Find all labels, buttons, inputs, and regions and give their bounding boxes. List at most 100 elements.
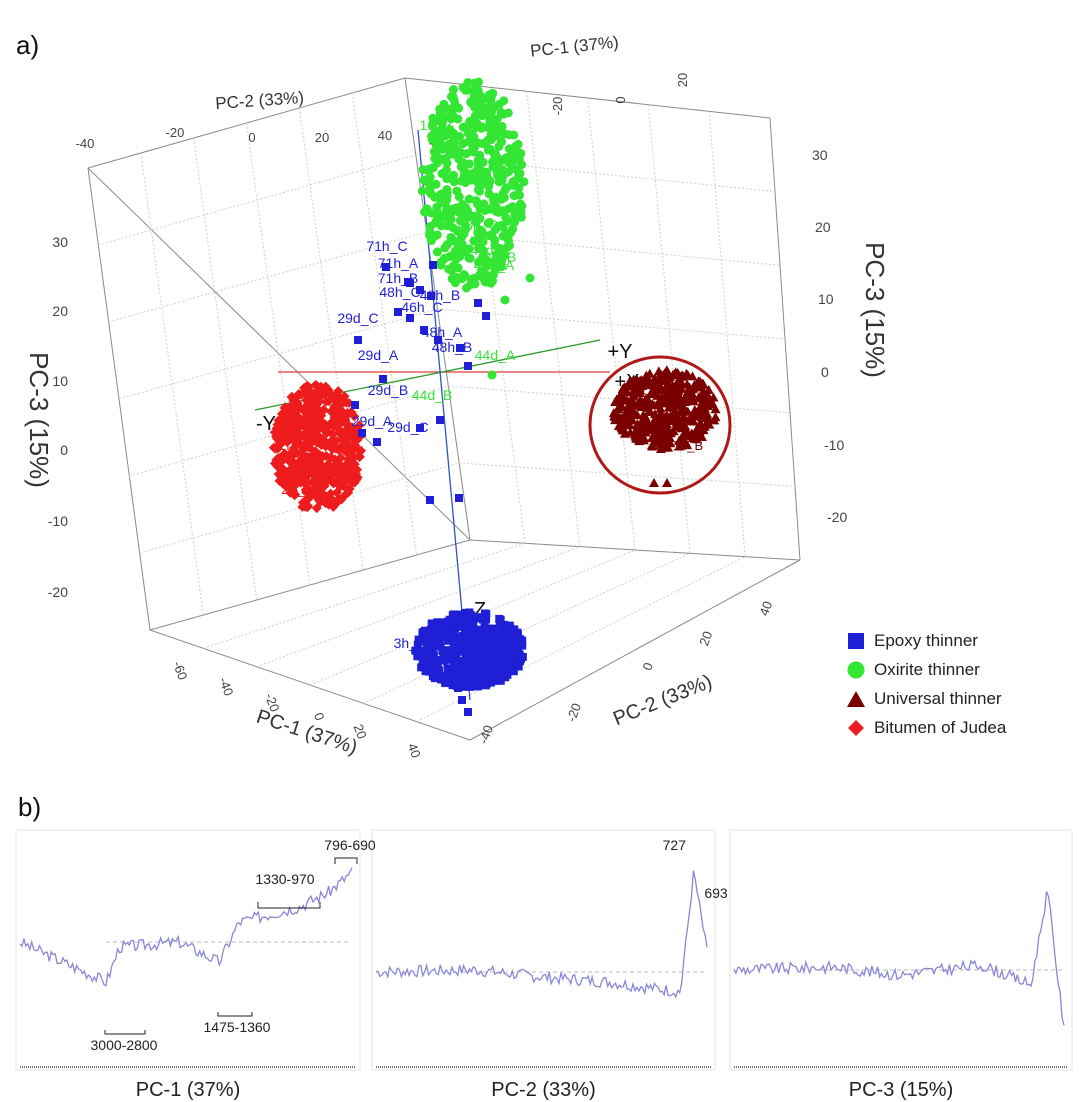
tick-layer: -40 -20 0 20 40 -20 0 20 30 20 10 0 -10 -20 30 20 10 0 -10… bbox=[48, 73, 848, 760]
data-point bbox=[358, 429, 366, 437]
data-point bbox=[436, 260, 446, 270]
data-point bbox=[427, 134, 437, 144]
data-point bbox=[429, 261, 437, 269]
data-point bbox=[331, 463, 342, 474]
annotation-label: 3000-2800 bbox=[91, 1037, 158, 1053]
grid-line bbox=[647, 104, 691, 554]
data-point bbox=[457, 209, 467, 219]
data-point bbox=[619, 382, 630, 392]
data-point bbox=[499, 96, 509, 106]
sample-label: 44d_C bbox=[470, 242, 511, 258]
data-point bbox=[652, 382, 663, 392]
data-point bbox=[642, 373, 653, 383]
loadings-curve bbox=[733, 891, 1065, 1026]
data-point bbox=[458, 83, 468, 93]
data-point bbox=[508, 627, 517, 636]
data-point bbox=[425, 650, 434, 659]
data-point bbox=[422, 207, 432, 217]
annotation-label: 727 bbox=[663, 837, 687, 853]
sample-label: 2h_B bbox=[279, 449, 312, 465]
blue-square-icon bbox=[848, 632, 864, 649]
data-point bbox=[455, 216, 465, 226]
data-point bbox=[676, 377, 687, 387]
sample-label: 2h_C bbox=[281, 481, 314, 497]
data-point bbox=[509, 130, 519, 140]
tick-label: -40 bbox=[76, 136, 95, 151]
data-point bbox=[441, 651, 450, 660]
data-point bbox=[317, 461, 328, 472]
box-edge bbox=[469, 559, 801, 741]
data-point bbox=[490, 644, 499, 653]
data-point bbox=[473, 643, 482, 652]
data-point bbox=[315, 497, 326, 508]
data-point bbox=[335, 452, 346, 463]
tick-label: 20 bbox=[696, 629, 715, 648]
loadings-curve bbox=[19, 867, 353, 987]
data-point bbox=[474, 629, 483, 638]
data-point bbox=[449, 642, 458, 651]
data-point bbox=[465, 621, 474, 630]
loadings-title: PC-2 (33%) bbox=[491, 1079, 595, 1101]
grid-line bbox=[426, 231, 781, 266]
dark-red-triangle-icon bbox=[847, 690, 865, 707]
data-point bbox=[482, 610, 491, 619]
sample-label: 29d_C bbox=[337, 310, 378, 326]
legend-label: Universal thinner bbox=[874, 688, 1002, 708]
data-point bbox=[420, 632, 429, 641]
data-point bbox=[286, 466, 297, 477]
data-point bbox=[469, 85, 479, 95]
data-point bbox=[354, 336, 362, 344]
data-point bbox=[445, 676, 454, 685]
data-point bbox=[495, 614, 504, 623]
data-point bbox=[613, 420, 624, 430]
data-point bbox=[432, 202, 442, 212]
data-point bbox=[442, 240, 452, 250]
data-point bbox=[682, 379, 693, 389]
tick-label: -20 bbox=[48, 584, 68, 600]
tick-label: 10 bbox=[52, 373, 68, 389]
data-point bbox=[480, 94, 490, 104]
data-point bbox=[497, 671, 506, 680]
data-point bbox=[305, 391, 316, 402]
data-point bbox=[459, 165, 469, 175]
data-point bbox=[499, 129, 509, 139]
data-point bbox=[628, 391, 639, 401]
data-point bbox=[655, 427, 666, 437]
data-point bbox=[696, 431, 707, 441]
sample-label: 1d_C bbox=[644, 420, 675, 435]
data-point bbox=[319, 383, 330, 394]
data-point bbox=[440, 671, 449, 680]
tick-label: -20 bbox=[262, 691, 283, 714]
cluster-oxirite bbox=[417, 77, 535, 380]
data-point bbox=[454, 192, 464, 202]
data-point bbox=[507, 161, 517, 171]
axis-title-pc1-top: PC-1 (37%) bbox=[529, 32, 619, 60]
loadings-title: PC-3 (15%) bbox=[849, 1079, 953, 1101]
legend-label: Bitumen of Judea bbox=[874, 717, 1007, 737]
grid-line bbox=[203, 542, 526, 649]
data-point bbox=[335, 428, 346, 439]
data-point bbox=[475, 150, 485, 160]
data-point bbox=[473, 158, 483, 168]
data-point bbox=[351, 474, 362, 485]
data-point bbox=[434, 618, 443, 627]
tick-label: 20 bbox=[315, 130, 329, 145]
data-point bbox=[455, 494, 463, 502]
cluster-epoxy bbox=[411, 608, 527, 716]
data-point bbox=[485, 116, 495, 126]
data-point bbox=[419, 637, 428, 646]
data-point bbox=[427, 624, 436, 633]
data-point bbox=[434, 625, 443, 634]
legend-item-universal: Universal thinner bbox=[846, 684, 1078, 713]
data-point bbox=[478, 645, 487, 654]
data-point bbox=[655, 412, 666, 422]
data-point bbox=[327, 416, 338, 427]
data-point bbox=[394, 308, 402, 316]
data-point bbox=[436, 416, 444, 424]
data-point bbox=[433, 192, 443, 202]
data-point bbox=[525, 273, 535, 283]
data-point bbox=[342, 429, 353, 440]
data-point bbox=[642, 422, 653, 432]
data-point bbox=[465, 608, 474, 617]
data-point bbox=[272, 428, 283, 439]
